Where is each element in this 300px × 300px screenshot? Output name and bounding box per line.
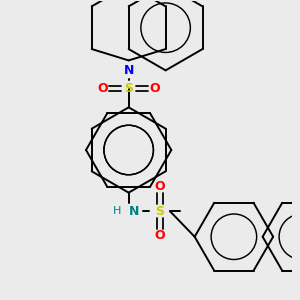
- Text: O: O: [98, 82, 108, 95]
- Text: N: N: [129, 205, 140, 218]
- Text: O: O: [154, 181, 165, 194]
- Text: H: H: [113, 206, 122, 216]
- Text: S: S: [124, 82, 133, 95]
- Text: S: S: [155, 205, 164, 218]
- Text: O: O: [154, 229, 165, 242]
- Text: N: N: [124, 64, 134, 77]
- Text: O: O: [149, 82, 160, 95]
